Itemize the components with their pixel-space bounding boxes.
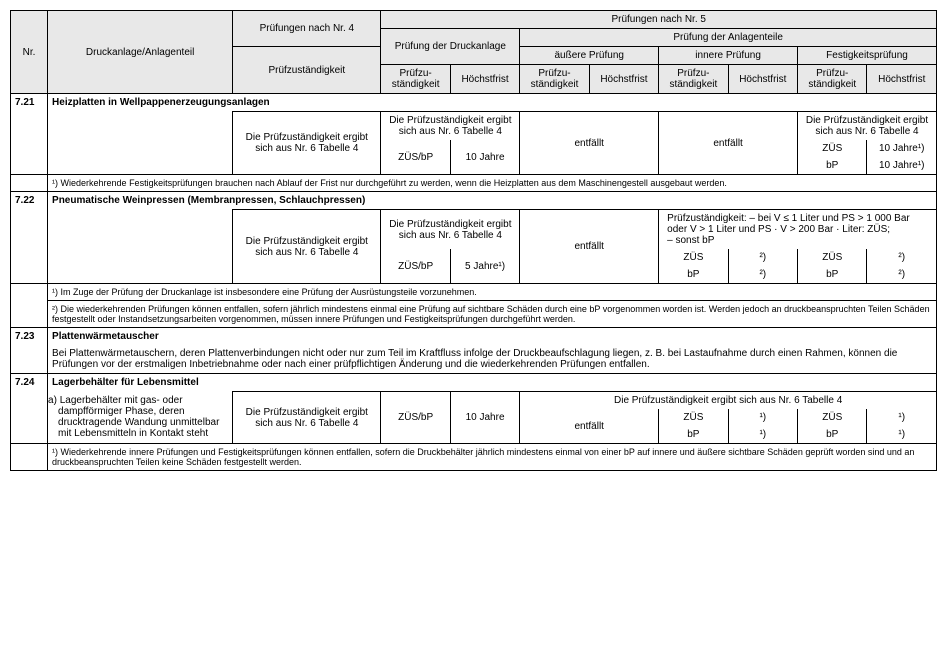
r724-inn-z1: ZÜS (659, 409, 728, 426)
r724-fest-z2: bP (798, 426, 867, 444)
r721-anlage-z: ZÜS/bP (381, 140, 450, 175)
r721-fest-f2: 10 Jahre¹) (867, 157, 937, 175)
r722-right-text: Prüfzuständigkeit: – bei V ≤ 1 Liter und… (659, 210, 937, 250)
r721-anlage-text: Die Prüfzuständigkeit ergibt sich aus Nr… (381, 112, 520, 141)
r721-fest-z1: ZÜS (798, 140, 867, 157)
hdr-f3: Höchstfrist (728, 65, 797, 94)
hdr-aussere: äußere Prüfung (520, 47, 659, 65)
r722-inn-z1: ZÜS (659, 249, 728, 266)
hdr-f1: Höchstfrist (450, 65, 519, 94)
r722-fest-z1: ZÜS (798, 249, 867, 266)
hdr-anlage: Druckanlage/Anlagenteil (48, 11, 233, 94)
r722-fest-f1: ²) (867, 249, 937, 266)
hdr-f4: Höchstfrist (867, 65, 937, 94)
r721-nr: 7.21 (11, 94, 48, 112)
r724-inn-z2: bP (659, 426, 728, 444)
hdr-nr4: Prüfungen nach Nr. 4 (233, 11, 381, 47)
r721-title: Heizplatten in Wellpappenerzeugungsanlag… (48, 94, 937, 112)
hdr-fest: Festigkeitsprüfung (798, 47, 937, 65)
r724-anlage-z: ZÜS/bP (381, 392, 450, 444)
r724-top-text: Die Prüfzuständigkeit ergibt sich aus Nr… (520, 392, 937, 410)
r722-fest-z2: bP (798, 266, 867, 284)
r721-fn1: ¹) Wiederkehrende Festigkeitsprüfungen b… (48, 175, 937, 192)
r722-nr: 7.22 (11, 192, 48, 210)
hdr-druckanlage: Prüfung der Druckanlage (381, 29, 520, 65)
r722-title: Pneumatische Weinpressen (Membranpressen… (48, 192, 937, 210)
r724-title: Lagerbehälter für Lebensmittel (48, 374, 937, 392)
r722-fest-f2: ²) (867, 266, 937, 284)
hdr-z1: Prüfzu- ständigkeit (381, 65, 450, 94)
r722-anlage-text: Die Prüfzuständigkeit ergibt sich aus Nr… (381, 210, 520, 250)
r724-anlage-f: 10 Jahre (450, 392, 519, 444)
r724-fest-z1: ZÜS (798, 409, 867, 426)
r724-inn-f1: ¹) (728, 409, 797, 426)
r722-aus: entfällt (520, 210, 659, 284)
r721-col2: Die Prüfzuständigkeit ergibt sich aus Nr… (233, 112, 381, 175)
r721-fest-z2: bP (798, 157, 867, 175)
r722-anlage-f: 5 Jahre¹) (450, 249, 519, 284)
hdr-nr4-sub: Prüfzuständigkeit (233, 47, 381, 94)
r722-fn1: ¹) Im Zuge der Prüfung der Druckanlage i… (48, 284, 937, 301)
r722-fn2: ²) Die wiederkehrenden Prüfungen können … (48, 301, 937, 328)
r721-aus: entfällt (520, 112, 659, 175)
r721-inn: entfällt (659, 112, 798, 175)
r722-anlage-z: ZÜS/bP (381, 249, 450, 284)
hdr-z2: Prüfzu- ständigkeit (520, 65, 589, 94)
r722-inn-f1: ²) (728, 249, 797, 266)
r721-anlage-f: 10 Jahre (450, 140, 519, 175)
r724-sub-a: a) Lagerbehälter mit gas- oder dampfförm… (48, 392, 233, 444)
r724-col2: Die Prüfzuständigkeit ergibt sich aus Nr… (233, 392, 381, 444)
r721-fest-f1: 10 Jahre¹) (867, 140, 937, 157)
r722-inn-z2: bP (659, 266, 728, 284)
r724-nr: 7.24 (11, 374, 48, 392)
r724-inn-f2: ¹) (728, 426, 797, 444)
r724-fest-f2: ¹) (867, 426, 937, 444)
r722-col2: Die Prüfzuständigkeit ergibt sich aus Nr… (233, 210, 381, 284)
r723-body: Bei Plattenwärmetauschern, deren Platten… (48, 345, 937, 374)
r721-fest-text: Die Prüfzuständigkeit ergibt sich aus Nr… (798, 112, 937, 141)
hdr-nr: Nr. (11, 11, 48, 94)
r724-fn1: ¹) Wiederkehrende innere Prüfungen und F… (48, 444, 937, 471)
hdr-nr5: Prüfungen nach Nr. 5 (381, 11, 937, 29)
hdr-anlagenteile: Prüfung der Anlagenteile (520, 29, 937, 47)
hdr-innere: innere Prüfung (659, 47, 798, 65)
r724-aus: entfällt (520, 409, 659, 444)
hdr-z4: Prüfzu- ständigkeit (798, 65, 867, 94)
r722-inn-f2: ²) (728, 266, 797, 284)
hdr-f2: Höchstfrist (589, 65, 658, 94)
r723-title: Plattenwärmetauscher (48, 328, 937, 346)
inspection-table: Nr. Druckanlage/Anlagenteil Prüfungen na… (10, 10, 937, 471)
r723-nr: 7.23 (11, 328, 48, 346)
r724-fest-f1: ¹) (867, 409, 937, 426)
hdr-z3: Prüfzu- ständigkeit (659, 65, 728, 94)
